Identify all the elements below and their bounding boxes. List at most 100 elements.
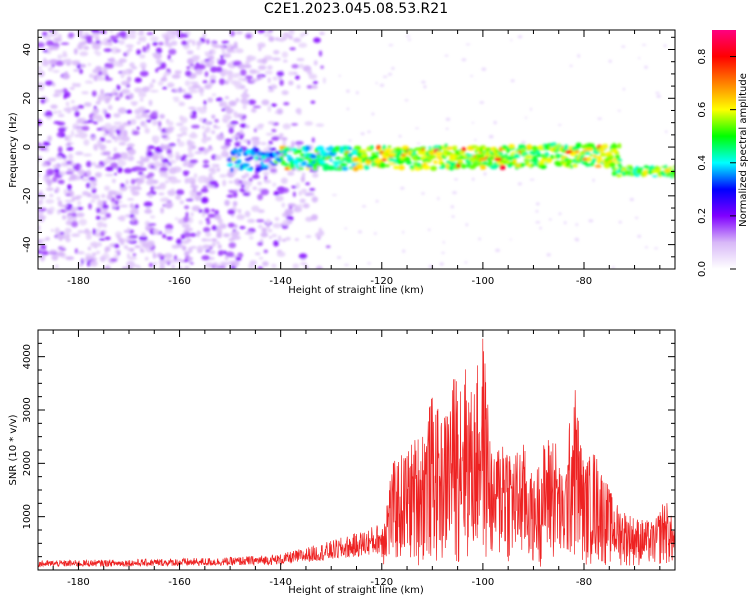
spectrogram-cell: [257, 224, 263, 229]
spectrogram-cell: [315, 123, 325, 127]
spectrogram-cell: [84, 253, 92, 257]
spectrogram-cell: [183, 231, 191, 238]
x-tick-label: -100: [472, 276, 495, 287]
spectrogram-cell: [134, 87, 143, 93]
spectrogram-cell: [265, 30, 274, 34]
spectrogram-cell: [77, 251, 85, 255]
echo-trace-cell: [279, 155, 284, 161]
spectrogram-cell: [75, 175, 81, 181]
spectrogram-cell: [196, 230, 200, 238]
spectrogram-cell: [114, 249, 121, 254]
echo-trace-cell: [505, 156, 514, 161]
spectrogram-cell: [216, 241, 220, 245]
echo-trace-cell: [312, 167, 318, 171]
spectrogram-cell: [166, 262, 171, 265]
spectrogram-cell: [225, 251, 235, 258]
spectrogram-cell: [142, 87, 151, 92]
spectrogram-cell: [322, 77, 326, 84]
echo-trace-cell: [461, 147, 467, 152]
echo-trace-cell: [236, 159, 242, 165]
spectrogram-cell: [46, 40, 54, 47]
echo-trace-cell: [342, 167, 349, 171]
spectrogram-cell: [156, 252, 163, 257]
spectrogram-cell: [67, 215, 73, 222]
snr-series-line: [38, 338, 675, 568]
spectrogram-cell: [138, 91, 147, 98]
spectrogram-cell: [38, 42, 45, 48]
spectrogram-cell: [664, 130, 668, 133]
echo-peak: [478, 157, 487, 162]
echo-trace-cell: [515, 163, 522, 168]
echo-trace-cell: [481, 162, 489, 166]
spectrogram-cell: [197, 176, 205, 184]
spectrogram-cell: [263, 34, 272, 37]
spectrogram-cell: [292, 191, 296, 198]
echo-trace-cell: [339, 163, 348, 167]
spectrogram-cell: [67, 138, 72, 142]
spectrogram-cell: [186, 139, 192, 146]
spectrogram-cell: [228, 100, 237, 107]
spectrogram-cell: [205, 238, 213, 242]
spectrogram-cell: [169, 159, 177, 164]
spectrogram-cell: [220, 45, 225, 51]
spectrogram-cell: [63, 188, 67, 195]
spectrogram-cell: [155, 58, 162, 65]
spectrogram-cell: [217, 244, 222, 250]
spectrogram-cell: [53, 110, 58, 114]
spectrogram-cell: [65, 144, 70, 147]
spectrogram-cell: [267, 65, 273, 70]
spectrogram-cell: [146, 179, 154, 186]
spectrogram-cell: [288, 35, 293, 40]
colorbar-tick-label: 0.4: [697, 155, 708, 171]
spectrogram-cell: [68, 32, 75, 38]
spectrogram-cell: [75, 195, 83, 198]
spectrogram-cell: [245, 60, 250, 66]
y-tick-label: 1000: [22, 504, 33, 529]
echo-trace-cell: [398, 159, 406, 163]
spectrogram-ticks: -180 -160 -140 -120 -100 -80 -40 -20 0 20 40: [22, 30, 675, 287]
spectrogram-cell: [281, 137, 288, 141]
spectrogram-cell: [57, 113, 65, 118]
echo-trace-cell: [484, 147, 492, 153]
spectrogram-cell: [148, 262, 154, 268]
spectrogram-cell: [257, 266, 264, 269]
spectrogram-cell: [288, 71, 294, 76]
spectrogram-cell: [64, 199, 74, 203]
spectrogram-cell: [252, 174, 260, 179]
spectrogram-cell: [142, 35, 147, 43]
echo-trace-cell: [572, 163, 578, 168]
echo-peak: [387, 152, 396, 157]
spectrogram-cell: [291, 140, 295, 148]
echo-trace-cell: [538, 161, 545, 165]
spectrogram-cell: [209, 180, 218, 186]
spectrogram-cell: [153, 135, 160, 142]
spectrogram-cell: [96, 250, 100, 255]
spectrogram-cell: [106, 194, 113, 200]
echo-trace-cell: [616, 174, 622, 178]
spectrogram-cell: [344, 227, 348, 230]
spectrogram-cell: [388, 44, 394, 47]
spectrogram-cell: [146, 32, 154, 36]
spectrogram-cell: [404, 99, 409, 102]
spectrogram-cell: [344, 263, 349, 267]
spectrogram-cell: [173, 99, 180, 102]
spectrogram-cell: [144, 127, 150, 134]
spectrogram-cell: [219, 102, 223, 107]
spectrogram-cell: [56, 251, 65, 257]
spectrogram-cell: [291, 123, 298, 126]
spectrogram-cell: [211, 225, 218, 231]
spectrogram-cell: [663, 44, 667, 48]
spectrogram-cell: [251, 108, 257, 113]
echo-trace-cell: [352, 156, 360, 163]
spectrogram-cell: [295, 108, 302, 114]
echo-trace-cell: [615, 167, 620, 170]
spectrogram-cell: [488, 134, 494, 139]
spectrogram-cell: [82, 258, 88, 262]
spectrogram-cell: [220, 70, 226, 77]
echo-trace-cell: [467, 154, 475, 158]
echo-trace-cell: [419, 165, 423, 170]
spectrogram-cell: [134, 77, 142, 83]
spectrogram-cell: [44, 97, 49, 103]
spectrogram-cell: [387, 72, 393, 76]
